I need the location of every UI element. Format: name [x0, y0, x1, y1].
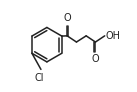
Text: OH: OH	[105, 31, 120, 41]
Text: O: O	[92, 54, 99, 64]
Text: O: O	[63, 13, 71, 23]
Text: Cl: Cl	[35, 73, 44, 83]
